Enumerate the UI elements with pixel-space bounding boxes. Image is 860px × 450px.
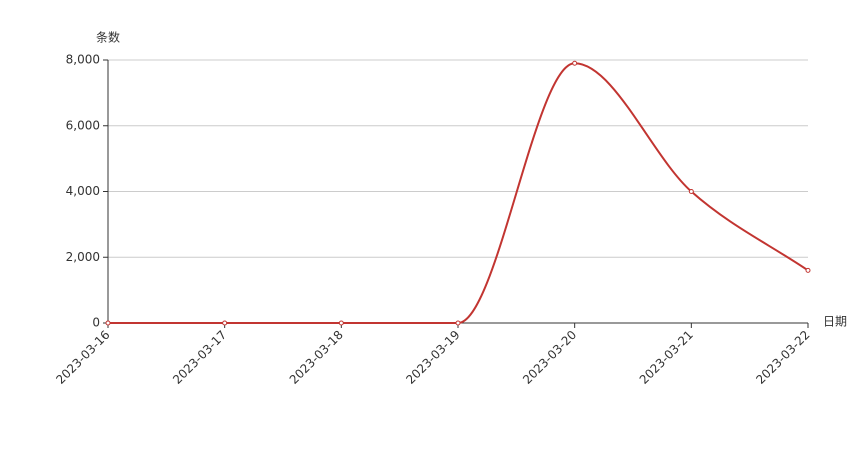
y-tick-label: 6,000 — [66, 118, 100, 132]
point — [222, 320, 228, 326]
y-tick-label: 8,000 — [66, 53, 100, 67]
x-tick-label: 2023-03-18 — [287, 328, 346, 387]
x-tick-label: 2023-03-16 — [53, 328, 112, 387]
point — [455, 320, 461, 326]
point — [805, 267, 811, 273]
line — [108, 62, 809, 324]
y-tick-label: 2,000 — [66, 250, 100, 264]
x-tick-label: 2023-03-17 — [170, 328, 229, 387]
y-axis-name: 条数 — [96, 30, 120, 45]
y-tick-label: 4,000 — [66, 184, 100, 198]
point — [338, 320, 344, 326]
y-tick-label: 0 — [92, 316, 100, 330]
point — [105, 320, 111, 326]
x-tick-label: 2023-03-19 — [403, 328, 462, 387]
x-tick-label: 2023-03-22 — [753, 328, 812, 387]
x-tick-label: 2023-03-20 — [520, 328, 579, 387]
x-axis-name: 日期 — [823, 315, 847, 329]
point — [572, 60, 578, 66]
point — [688, 189, 694, 194]
x-tick-label: 2023-03-21 — [637, 328, 696, 387]
